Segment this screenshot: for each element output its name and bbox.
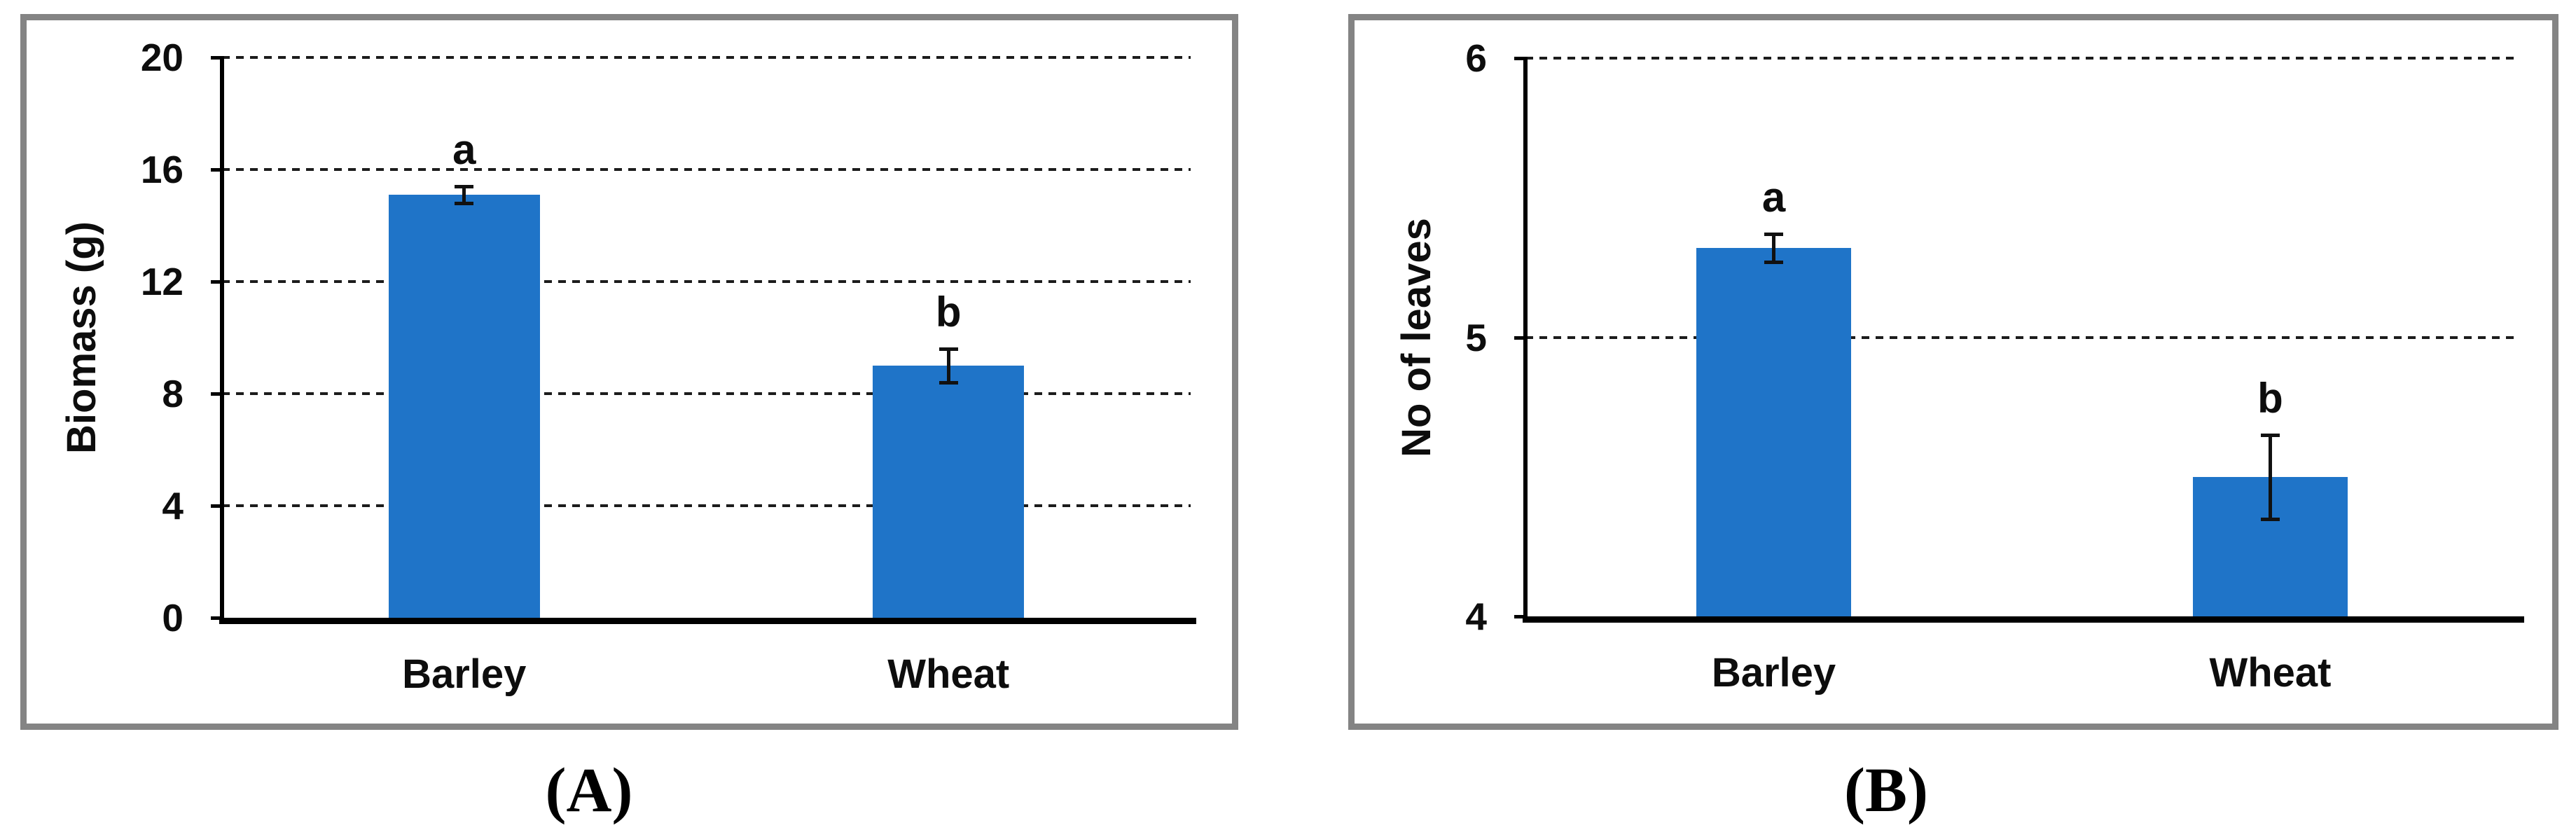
y-axis-line bbox=[1523, 57, 1528, 621]
caption-panel-b: (B) bbox=[1844, 756, 1928, 825]
significance-letter-a: a bbox=[452, 126, 476, 173]
y-tick-label-16: 16 bbox=[140, 148, 183, 191]
caption-panel-a: (A) bbox=[545, 756, 633, 825]
y-axis-tick-16 bbox=[211, 168, 222, 172]
error-bar-cap-top-barley bbox=[1764, 233, 1783, 237]
x-category-label-wheat: Wheat bbox=[887, 651, 1010, 697]
error-bar-cap-bottom-wheat bbox=[939, 381, 958, 385]
error-bar-wheat bbox=[2269, 434, 2272, 519]
y-axis-title: Biomass (g) bbox=[59, 221, 104, 454]
x-axis-line bbox=[219, 618, 1196, 624]
y-tick-label-6: 6 bbox=[1465, 36, 1487, 80]
gridline-y-6 bbox=[1525, 57, 2519, 60]
error-bar-cap-top-wheat bbox=[939, 347, 958, 351]
error-bar-cap-bottom-barley bbox=[1764, 260, 1783, 264]
x-category-label-barley: Barley bbox=[1711, 650, 1836, 696]
y-tick-label-8: 8 bbox=[162, 372, 183, 415]
error-bar-cap-bottom-wheat bbox=[2261, 517, 2280, 521]
y-axis-tick-6 bbox=[1514, 57, 1525, 60]
error-bar-barley bbox=[462, 186, 466, 203]
x-category-label-barley: Barley bbox=[402, 651, 527, 697]
bar-wheat bbox=[873, 366, 1025, 622]
y-tick-label-5: 5 bbox=[1465, 315, 1487, 359]
y-axis-tick-4 bbox=[211, 504, 222, 508]
y-axis-tick-20 bbox=[211, 56, 222, 60]
panel-b-leaves-chart: 4 5 6 a Barley b Wheat No of leaves bbox=[1348, 14, 2558, 730]
y-axis-title: No of leaves bbox=[1394, 217, 1439, 457]
gridline-y-4 bbox=[222, 504, 1191, 507]
error-bar-barley bbox=[1772, 234, 1775, 262]
significance-letter-b: b bbox=[2257, 374, 2283, 422]
y-axis-tick-8 bbox=[211, 392, 222, 396]
y-axis-tick-12 bbox=[211, 280, 222, 284]
bar-barley bbox=[1696, 247, 1852, 621]
y-tick-label-4: 4 bbox=[162, 484, 183, 527]
significance-letter-b: b bbox=[935, 289, 962, 336]
gridline-y-20 bbox=[222, 56, 1191, 59]
gridline-y-16 bbox=[222, 168, 1191, 171]
panel-a-biomass-chart: 0 4 8 12 16 20 a Barley b Wheat Biomass (g) bbox=[20, 14, 1238, 730]
y-axis-line bbox=[220, 56, 224, 622]
gridline-y-5 bbox=[1525, 336, 2519, 339]
y-axis-tick-5 bbox=[1514, 336, 1525, 340]
y-axis-tick-0 bbox=[211, 616, 222, 620]
gridline-y-8 bbox=[222, 392, 1191, 395]
gridline-y-12 bbox=[222, 280, 1191, 283]
error-bar-wheat bbox=[946, 349, 950, 382]
bar-barley bbox=[388, 195, 540, 622]
error-bar-cap-top-wheat bbox=[2261, 433, 2280, 437]
y-tick-label-20: 20 bbox=[140, 36, 183, 79]
y-axis-tick-4 bbox=[1514, 615, 1525, 618]
error-bar-cap-bottom-barley bbox=[455, 202, 474, 205]
error-bar-cap-top-barley bbox=[455, 185, 474, 188]
x-category-label-wheat: Wheat bbox=[2209, 650, 2332, 696]
y-tick-label-12: 12 bbox=[140, 260, 183, 303]
significance-letter-a: a bbox=[1761, 174, 1786, 221]
x-axis-line bbox=[1523, 616, 2524, 623]
y-tick-label-4: 4 bbox=[1465, 595, 1487, 638]
y-tick-label-0: 0 bbox=[162, 596, 183, 639]
